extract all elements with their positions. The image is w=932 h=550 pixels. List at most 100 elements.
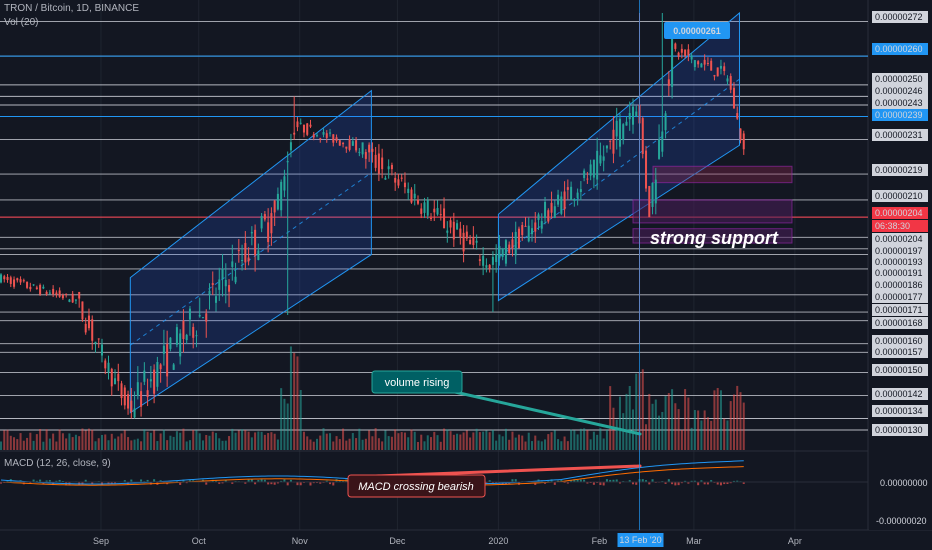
volume-bar <box>91 429 94 450</box>
price-level-bg <box>872 190 928 202</box>
resistance-zone <box>652 165 793 184</box>
candle-body <box>273 200 276 213</box>
volume-bar <box>410 429 413 450</box>
price-level-label: 0.00000130 <box>875 425 923 435</box>
candle-body <box>254 229 257 256</box>
volume-bar <box>283 398 286 450</box>
macd-histogram-bar <box>0 482 3 484</box>
macd-histogram-bar <box>84 479 87 483</box>
candle-body <box>263 214 266 220</box>
volume-bar <box>381 441 384 450</box>
candle-body <box>169 337 172 349</box>
candle-body <box>133 408 136 418</box>
volume-bar <box>443 428 446 450</box>
time-axis-label: Feb <box>592 536 608 546</box>
candle-body <box>648 185 651 218</box>
candle-body <box>368 144 371 153</box>
candle-body <box>332 134 335 143</box>
volume-bar <box>553 430 556 450</box>
candle-body <box>498 246 501 259</box>
price-level-label: 0.00000157 <box>875 347 923 357</box>
macd-histogram-bar <box>110 482 113 484</box>
volume-bar <box>325 433 328 450</box>
volume-bar <box>29 432 32 450</box>
volume-bar <box>589 439 592 450</box>
volume-bar <box>452 434 455 450</box>
candle-body <box>302 124 305 133</box>
macd-histogram-bar <box>491 482 494 484</box>
price-level-bg <box>872 279 928 291</box>
candle-body <box>91 319 94 341</box>
macd-histogram-bar <box>179 482 182 485</box>
volume-bar <box>55 441 58 450</box>
price-level-bg <box>872 97 928 109</box>
volume-bar <box>645 424 648 450</box>
candle-body <box>358 151 361 153</box>
macd-histogram-bar <box>48 480 51 483</box>
volume-bar <box>309 439 312 450</box>
candle-body <box>687 49 690 56</box>
volume-bar <box>524 441 527 450</box>
candle-body <box>381 157 384 170</box>
price-axis[interactable]: 0.00000272 0.00000260 0.00000250 0.00000246… <box>869 0 932 530</box>
candle-body <box>19 279 22 283</box>
volume-bar <box>540 441 543 450</box>
macd-histogram-bar <box>140 479 143 483</box>
candle-body <box>123 387 126 406</box>
candle-body <box>690 55 693 60</box>
candle-body <box>270 213 273 234</box>
volume-bar <box>560 441 563 450</box>
volume-bar <box>293 352 296 450</box>
macd-histogram-bar <box>671 482 674 485</box>
volume-bar <box>732 394 735 450</box>
volume-bar <box>495 440 498 450</box>
volume-bar <box>286 403 289 450</box>
macd-histogram-bar <box>289 479 292 483</box>
candle-body <box>407 188 410 193</box>
candle-body <box>185 334 188 341</box>
volume-bar <box>114 438 117 450</box>
candle-body <box>387 166 390 170</box>
volume-bar <box>469 437 472 450</box>
volume-bar <box>169 435 172 450</box>
volume-bar <box>296 356 299 450</box>
volume-bar <box>289 346 292 450</box>
candle-body <box>576 192 579 199</box>
candle-body <box>426 200 429 216</box>
macd-histogram-bar <box>664 482 667 484</box>
price-level-bg <box>872 291 928 303</box>
time-axis-label: Mar <box>686 536 702 546</box>
macd-histogram-bar <box>146 479 149 483</box>
volume-bar <box>26 437 29 450</box>
volume-bar <box>706 417 709 450</box>
candle-body <box>628 112 631 120</box>
macd-histogram-bar <box>609 479 612 483</box>
candle-body <box>247 257 250 262</box>
candle-body <box>465 231 468 239</box>
candle-body <box>553 206 556 218</box>
volume-bar <box>635 373 638 450</box>
candle-body <box>35 287 38 289</box>
candle-body <box>658 139 661 159</box>
candle-body <box>205 313 208 322</box>
time-axis[interactable]: Sep Oct Nov Dec 2020 Feb Mar Apr 13 Feb '20 <box>93 533 802 547</box>
price-level-label: 0.00000219 <box>875 165 923 175</box>
macd-histogram-bar <box>511 479 514 483</box>
price-level-bg <box>872 364 928 376</box>
volume-bar <box>671 389 674 450</box>
candle-body <box>215 296 218 303</box>
candle-body <box>661 131 664 152</box>
macd-histogram-bar <box>283 479 286 483</box>
candle-body <box>521 225 524 236</box>
price-tag-label: 0.00000204 <box>875 208 923 218</box>
macd-histogram-bar <box>319 482 322 484</box>
volume-bar <box>48 438 51 450</box>
volume-bar <box>84 430 87 450</box>
macd-callout-label: MACD crossing bearish <box>358 481 474 493</box>
volume-bar <box>530 441 534 450</box>
volume-bar <box>736 385 739 450</box>
candle-body <box>364 152 367 159</box>
candle-body <box>589 164 592 176</box>
volume-bar <box>0 441 3 450</box>
